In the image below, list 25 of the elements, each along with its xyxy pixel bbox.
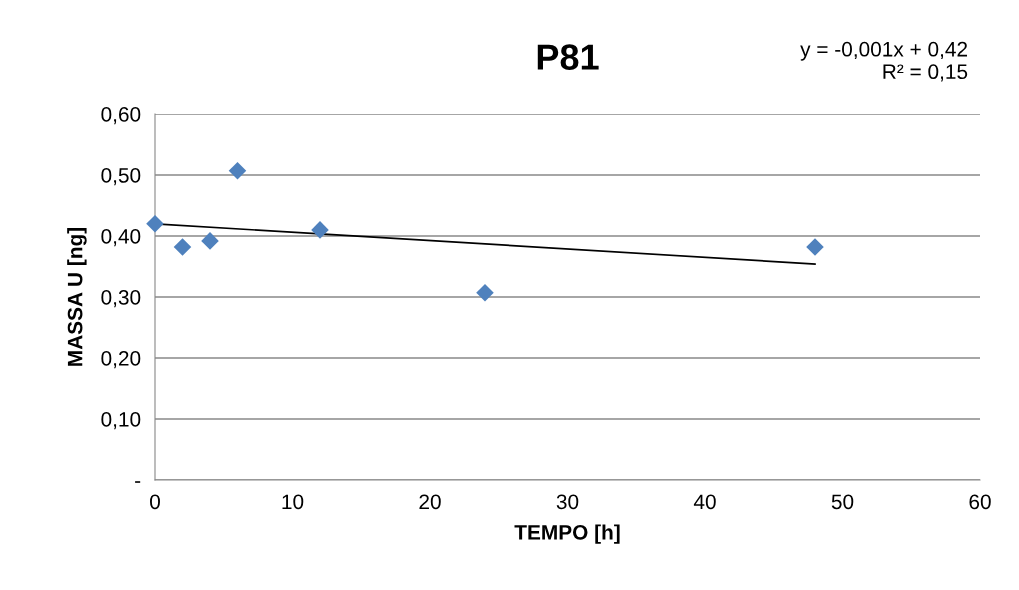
point xyxy=(311,221,329,239)
y-tick-label: 0,30 xyxy=(101,290,141,308)
x-tick-label: 40 xyxy=(693,494,716,510)
x-tick-label: 20 xyxy=(419,494,441,510)
point xyxy=(228,161,247,180)
y-tick-label: - xyxy=(135,481,141,483)
point xyxy=(146,215,164,233)
x-tick-label: 60 xyxy=(969,494,991,510)
point xyxy=(806,238,824,256)
y-tick-label: 0,40 xyxy=(101,229,141,247)
y-tick-label: 0,20 xyxy=(101,351,141,369)
point xyxy=(173,238,192,256)
point xyxy=(201,232,219,250)
x-axis-title: TEMPO [h] xyxy=(514,524,620,544)
y-tick-label: 0,10 xyxy=(101,412,141,430)
x-tick-label: 50 xyxy=(831,494,854,510)
x-tick-label: 10 xyxy=(282,494,304,510)
y-tick-label: 0,60 xyxy=(101,107,141,125)
y-axis-title: MASSA U [ng] xyxy=(67,227,87,366)
x-tick-label: 0 xyxy=(150,494,160,510)
point xyxy=(476,283,494,302)
x-tick-label: 30 xyxy=(556,494,579,510)
text: y = -0,001x + 0,42 R² = 0,15 xyxy=(800,41,968,82)
chart-title: P81 xyxy=(537,44,599,70)
y-tick-label: 0,50 xyxy=(101,168,141,186)
